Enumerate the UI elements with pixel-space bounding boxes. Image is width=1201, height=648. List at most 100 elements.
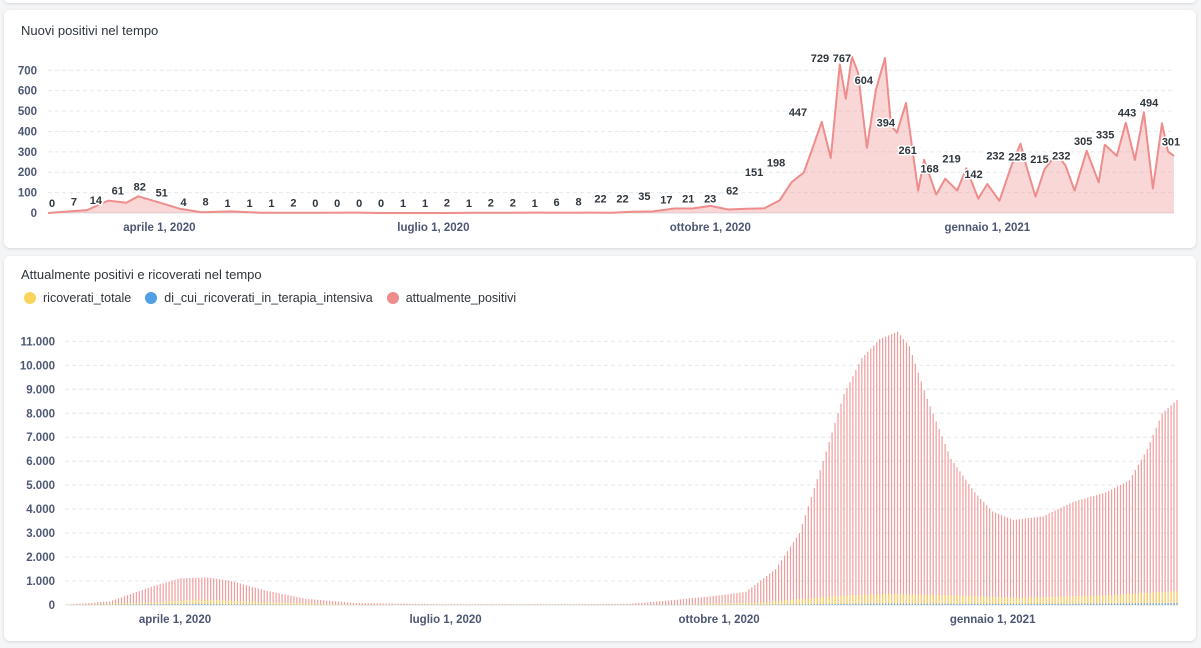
bar-attualmente-positivi [730,593,732,605]
bar-attualmente-positivi [385,603,387,605]
bar-di-cui-ricoverati-in-terapia-intensiva [804,604,806,605]
bar-attualmente-positivi [1057,509,1059,605]
bar-ricoverati-totale [114,603,117,605]
bar-attualmente-positivi [1060,507,1062,605]
y-tick-label: 2.000 [26,552,55,564]
bar-attualmente-positivi [1072,501,1074,605]
bar-ricoverati-totale [269,602,271,605]
bar-di-cui-ricoverati-in-terapia-intensiva [950,603,952,605]
bar-di-cui-ricoverati-in-terapia-intensiva [873,603,875,605]
bar-attualmente-positivi [269,591,271,605]
bar-di-cui-ricoverati-in-terapia-intensiva [251,604,253,605]
bar-ricoverati-totale [763,602,765,605]
bar-attualmente-positivi [959,471,961,605]
bar-ricoverati-totale [242,601,244,605]
bar-di-cui-ricoverati-in-terapia-intensiva [885,603,887,605]
data-label: 215 [1030,154,1048,166]
bar-ricoverati-totale [106,603,108,605]
data-label: 35 [638,191,650,203]
bar-ricoverati-totale [1075,596,1077,605]
bar-di-cui-ricoverati-in-terapia-intensiva [1024,604,1026,605]
chart-title[interactable]: Attualmente positivi e ricoverati nel te… [21,267,262,282]
chart-title[interactable]: Nuovi positivi nel tempo [21,23,159,38]
bar-ricoverati-totale [810,598,812,605]
bar-attualmente-positivi [1024,518,1026,605]
bar-di-cui-ricoverati-in-terapia-intensiva [213,604,215,605]
bar-ricoverati-totale [317,603,319,605]
legend-item-attualmente-positivi[interactable]: attualmente_positivi [386,291,516,305]
bar-attualmente-positivi [165,582,167,605]
bar-attualmente-positivi [207,577,209,605]
bar-ricoverati-totale [861,594,863,605]
bar-attualmente-positivi [813,488,815,605]
bar-ricoverati-totale [846,595,848,605]
bar-ricoverati-totale [266,602,268,605]
bar-attualmente-positivi [186,578,188,605]
bar-attualmente-positivi [1087,497,1089,605]
bar-attualmente-positivi [950,458,952,605]
bar-attualmente-positivi [956,467,958,605]
data-label: 219 [942,153,960,165]
bar-ricoverati-totale [923,594,925,605]
bar-di-cui-ricoverati-in-terapia-intensiva [177,604,179,605]
bar-ricoverati-totale [254,601,256,605]
bar-attualmente-positivi [953,463,955,605]
bar-di-cui-ricoverati-in-terapia-intensiva [1054,603,1056,605]
bar-ricoverati-totale [1131,593,1133,605]
bar-di-cui-ricoverati-in-terapia-intensiva [986,603,988,605]
bar-ricoverati-totale [349,604,352,605]
bar-attualmente-positivi [421,603,423,605]
bar-attualmente-positivi [233,581,236,605]
bar-ricoverati-totale [156,601,158,605]
bar-di-cui-ricoverati-in-terapia-intensiva [1000,603,1003,605]
bar-ricoverati-totale [275,602,277,605]
bar-attualmente-positivi [138,591,140,605]
previous-card-edge [4,0,1196,3]
bar-attualmente-positivi [807,506,809,605]
bar-attualmente-positivi [1084,498,1086,605]
bar-di-cui-ricoverati-in-terapia-intensiva [855,603,857,605]
legend-dot [24,292,36,304]
bar-ricoverati-totale [1096,595,1098,605]
legend-item-ricoverati-totale[interactable]: ricoverati_totale [24,291,131,305]
bar-di-cui-ricoverati-in-terapia-intensiva [887,603,890,605]
bar-ricoverati-totale [171,601,173,605]
bar-attualmente-positivi [911,354,913,605]
bar-ricoverati-totale [899,594,902,605]
bar-attualmente-positivi [251,586,253,605]
bar-di-cui-ricoverati-in-terapia-intensiva [965,603,967,605]
bar-ricoverati-totale [813,597,815,605]
bar-attualmente-positivi [334,601,337,605]
bar-attualmente-positivi [977,495,979,605]
bar-ricoverati-totale [88,604,90,605]
bar-di-cui-ricoverati-in-terapia-intensiva [224,604,227,605]
bar-attualmente-positivi [373,603,375,605]
bar-ricoverati-totale [103,603,105,605]
y-tick-label: 5.000 [26,480,55,492]
bar-attualmente-positivi [662,600,664,605]
bar-ricoverati-totale [706,603,708,605]
bar-di-cui-ricoverati-in-terapia-intensiva [828,604,830,605]
bar-attualmente-positivi [1069,503,1071,605]
bar-attualmente-positivi [614,603,616,605]
data-label: 151 [745,167,763,179]
bar-attualmente-positivi [239,583,242,605]
bar-ricoverati-totale [177,600,179,605]
bar-attualmente-positivi [1137,464,1139,605]
bar-attualmente-positivi [278,593,280,605]
bar-di-cui-ricoverati-in-terapia-intensiva [189,604,191,605]
bar-ricoverati-totale [867,594,869,605]
legend-item-terapia-intensiva[interactable]: di_cui_ricoverati_in_terapia_intensiva [145,291,373,305]
bar-ricoverati-totale [1146,592,1148,605]
y-tick-label: 3.000 [26,528,55,540]
bar-attualmente-positivi [221,579,224,605]
bar-di-cui-ricoverati-in-terapia-intensiva [843,603,845,605]
bar-di-cui-ricoverati-in-terapia-intensiva [1113,603,1116,605]
bar-attualmente-positivi [415,603,417,605]
bar-attualmente-positivi [287,595,289,605]
bar-attualmente-positivi [245,585,247,605]
bar-attualmente-positivi [1054,510,1056,605]
bar-attualmente-positivi [424,604,426,605]
bar-attualmente-positivi [870,348,872,605]
bar-di-cui-ricoverati-in-terapia-intensiva [1155,603,1157,605]
